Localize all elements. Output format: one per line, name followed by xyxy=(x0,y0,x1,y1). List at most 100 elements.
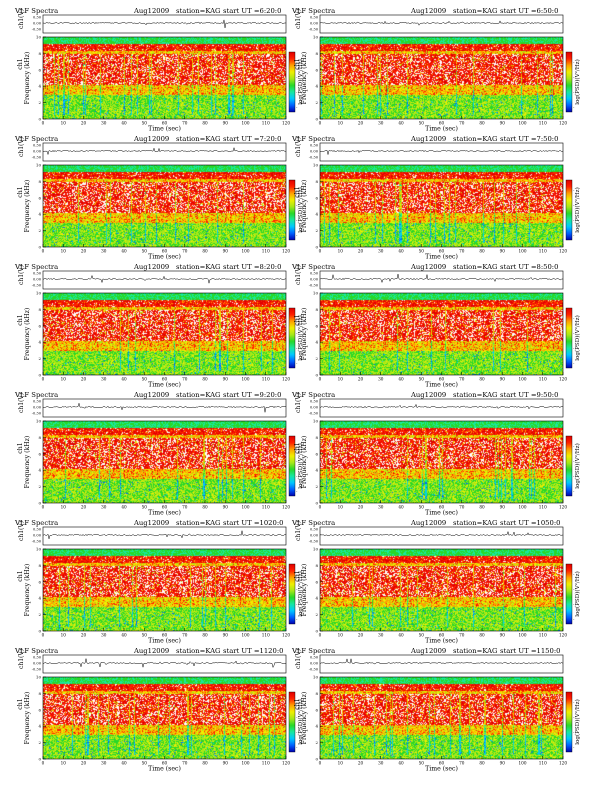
colorbar-frame xyxy=(565,179,573,241)
ch1-label: ch1 xyxy=(294,314,301,325)
colorbar-tick: - xyxy=(296,346,298,351)
time-axis-label: Time (sec) xyxy=(425,126,458,133)
panel-start-ut: start UT =6:50:0 xyxy=(500,7,558,15)
time-tick-label: 60 xyxy=(439,505,445,510)
time-tick-label: 120 xyxy=(282,633,290,638)
trace-tick-label: 0.00 xyxy=(310,150,319,154)
freq-tick-label: 4 xyxy=(315,596,318,601)
colorbar-tick: - xyxy=(573,572,575,577)
time-tick-label: 90 xyxy=(500,121,506,126)
trace-ylabel: ch1(V) xyxy=(18,393,25,413)
time-tick-label: 10 xyxy=(338,505,344,510)
trace-tick-label: -0.30 xyxy=(32,284,42,288)
time-tick-label: 100 xyxy=(519,505,527,510)
freq-tick-label: 2 xyxy=(38,484,41,489)
colorbar-tick: - xyxy=(296,188,298,193)
time-tick-label: 40 xyxy=(121,249,127,254)
colorbar-tick: - xyxy=(573,444,575,449)
ch1-label: ch1 xyxy=(294,186,301,197)
colorbar-label: log(PSD)(V²/Hz) xyxy=(297,315,304,361)
colorbar-tick: - xyxy=(573,745,575,750)
time-tick-label: 20 xyxy=(81,633,87,638)
colorbar-tick: - xyxy=(296,617,298,622)
freq-tick-label: 6 xyxy=(315,451,318,456)
spectrogram-panel-7: VLF Spectra Aug12009 station=KAG start UT =… xyxy=(14,391,304,517)
time-tick-label: 60 xyxy=(162,377,168,382)
trace-tick-label: 0.30 xyxy=(33,528,42,532)
freq-tick-label: 2 xyxy=(315,612,318,617)
time-tick-label: 20 xyxy=(81,249,87,254)
time-tick-label: 110 xyxy=(539,377,547,382)
ch1-trace xyxy=(319,657,564,665)
freq-tick-label: 2 xyxy=(315,740,318,745)
time-axis-label: Time (sec) xyxy=(425,638,458,645)
time-tick-label: 50 xyxy=(142,377,148,382)
time-tick-label: 50 xyxy=(419,249,425,254)
time-tick-label: 20 xyxy=(81,377,87,382)
panel-title: VLF Spectra xyxy=(14,647,58,655)
colorbar-tick: - xyxy=(296,474,298,479)
time-tick-label: 60 xyxy=(162,761,168,766)
freq-tick-label: 10 xyxy=(313,35,319,40)
time-tick-label: 40 xyxy=(398,761,404,766)
trace-frame xyxy=(42,14,287,34)
trace-tick-label: 0.30 xyxy=(33,400,42,404)
spectrogram-image xyxy=(320,293,563,375)
time-tick-label: 20 xyxy=(81,505,87,510)
time-tick-label: 40 xyxy=(398,633,404,638)
freq-tick-label: 8 xyxy=(38,51,41,56)
freq-tick-label: 2 xyxy=(38,740,41,745)
freq-tick-label: 0 xyxy=(315,245,318,250)
colorbar-tick: - xyxy=(573,489,575,494)
trace-frame xyxy=(319,526,564,546)
freq-tick-label: 0 xyxy=(38,629,41,634)
time-tick-label: 20 xyxy=(358,249,364,254)
time-tick-label: 20 xyxy=(358,377,364,382)
ch1-label: ch1 xyxy=(294,442,301,453)
time-tick-label: 80 xyxy=(202,633,208,638)
time-tick-label: 50 xyxy=(419,761,425,766)
time-tick-label: 80 xyxy=(202,249,208,254)
ch1-trace xyxy=(42,19,287,29)
time-tick-label: 120 xyxy=(559,633,567,638)
time-tick-label: 70 xyxy=(459,761,465,766)
trace-tick-label: 0.30 xyxy=(33,144,42,148)
trace-frame xyxy=(319,14,564,34)
freq-tick-label: 6 xyxy=(38,195,41,200)
freq-axis-label: Frequency (kHz) xyxy=(301,564,308,617)
panel-station: station=KAG xyxy=(176,647,220,655)
time-tick-label: 30 xyxy=(378,249,384,254)
freq-tick-label: 0 xyxy=(38,117,41,122)
ch1-trace xyxy=(42,402,287,413)
time-axis-label: Time (sec) xyxy=(148,382,181,389)
trace-tick-label: 0.00 xyxy=(33,22,42,26)
trace-tick-label: -0.30 xyxy=(32,412,42,416)
trace-tick-label: 0.30 xyxy=(310,400,319,404)
time-tick-label: 100 xyxy=(242,761,250,766)
panel-station: station=KAG xyxy=(453,135,497,143)
time-tick-label: 90 xyxy=(223,249,229,254)
trace-tick-label: 0.30 xyxy=(310,144,319,148)
time-tick-label: 90 xyxy=(500,377,506,382)
time-tick-label: 90 xyxy=(500,633,506,638)
time-tick-label: 60 xyxy=(439,761,445,766)
time-tick-label: 120 xyxy=(282,249,290,254)
colorbar-label: log(PSD)(V²/Hz) xyxy=(297,187,304,233)
time-tick-label: 100 xyxy=(242,633,250,638)
panel-station: station=KAG xyxy=(176,519,220,527)
colorbar-frame xyxy=(288,179,296,241)
panel-date: Aug12009 xyxy=(410,519,446,527)
freq-tick-label: 4 xyxy=(315,340,318,345)
colorbar-tick: - xyxy=(573,459,575,464)
trace-frame xyxy=(319,142,564,162)
time-tick-label: 30 xyxy=(101,761,107,766)
freq-axis-label: Frequency (kHz) xyxy=(24,436,31,489)
colorbar-tick: - xyxy=(296,587,298,592)
colorbar-tick: - xyxy=(296,489,298,494)
colorbar-tick: - xyxy=(573,617,575,622)
panel-date: Aug12009 xyxy=(133,263,169,271)
spectrogram-panel-6: VLF Spectra Aug12009 station=KAG start UT =… xyxy=(291,263,581,389)
trace-ylabel: ch1(V) xyxy=(18,649,25,669)
time-tick-label: 70 xyxy=(182,377,188,382)
panel-date: Aug12009 xyxy=(410,263,446,271)
